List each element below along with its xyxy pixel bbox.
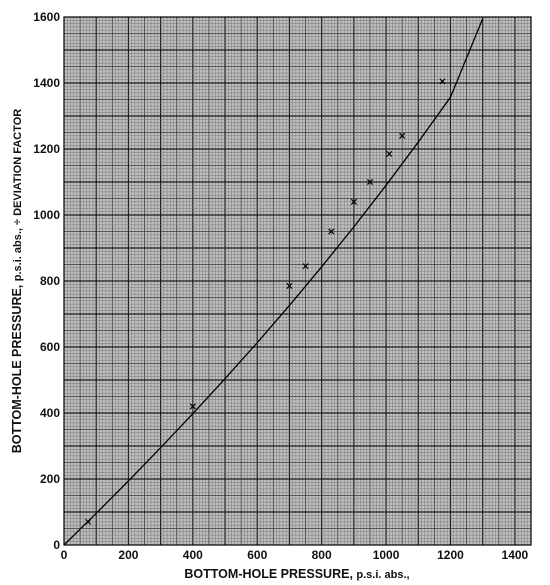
y-tick-label: 400 [40,406,60,420]
y-axis-label: BOTTOM-HOLE PRESSURE, [10,285,24,454]
plot-frame [63,16,532,546]
x-tick-labels: 0 200 400 600 800 1000 1200 1400 [61,548,529,562]
data-point-marker [439,78,446,85]
data-point-marker [350,198,357,205]
y-tick-label: 200 [40,472,60,486]
y-tick-label: 1000 [33,208,60,222]
y-tick-label: 1600 [33,10,60,24]
data-point-marker [399,132,406,139]
x-tick-label: 1400 [502,548,529,562]
data-point-marker [366,178,373,186]
y-tick-label: 0 [53,538,60,552]
y-axis-unit: p.s.i. abs., ÷ DEVIATION FACTOR [12,109,24,282]
x-tick-label: 1000 [373,548,400,562]
x-tick-label: 1200 [437,548,464,562]
series [63,18,484,546]
data-point-marker [85,518,92,525]
y-axis-title: BOTTOM-HOLE PRESSURE, p.s.i. abs., ÷ DEV… [10,109,24,454]
data-point-marker [302,263,309,270]
x-axis-title: BOTTOM-HOLE PRESSURE, p.s.i. abs., [184,567,409,581]
y-tick-labels: 0 200 400 600 800 1000 1200 1400 1600 [33,10,60,552]
y-tick-label: 1200 [33,142,60,156]
x-tick-label: 400 [183,548,203,562]
x-tick-label: 600 [247,548,267,562]
y-tick-label: 800 [40,274,60,288]
curve-line [63,18,484,546]
x-tick-label: 0 [61,548,68,562]
data-point-marker [386,150,393,157]
x-axis-label: BOTTOM-HOLE PRESSURE, [184,567,353,581]
y-tick-label: 1400 [33,76,60,90]
grid [64,17,531,545]
data-point-marker [189,403,196,410]
data-point-marker [328,228,335,235]
x-tick-label: 200 [118,548,138,562]
data-point-marker [286,282,293,289]
y-tick-label: 600 [40,340,60,354]
x-tick-label: 800 [312,548,332,562]
x-axis-unit: p.s.i. abs., [356,569,409,581]
